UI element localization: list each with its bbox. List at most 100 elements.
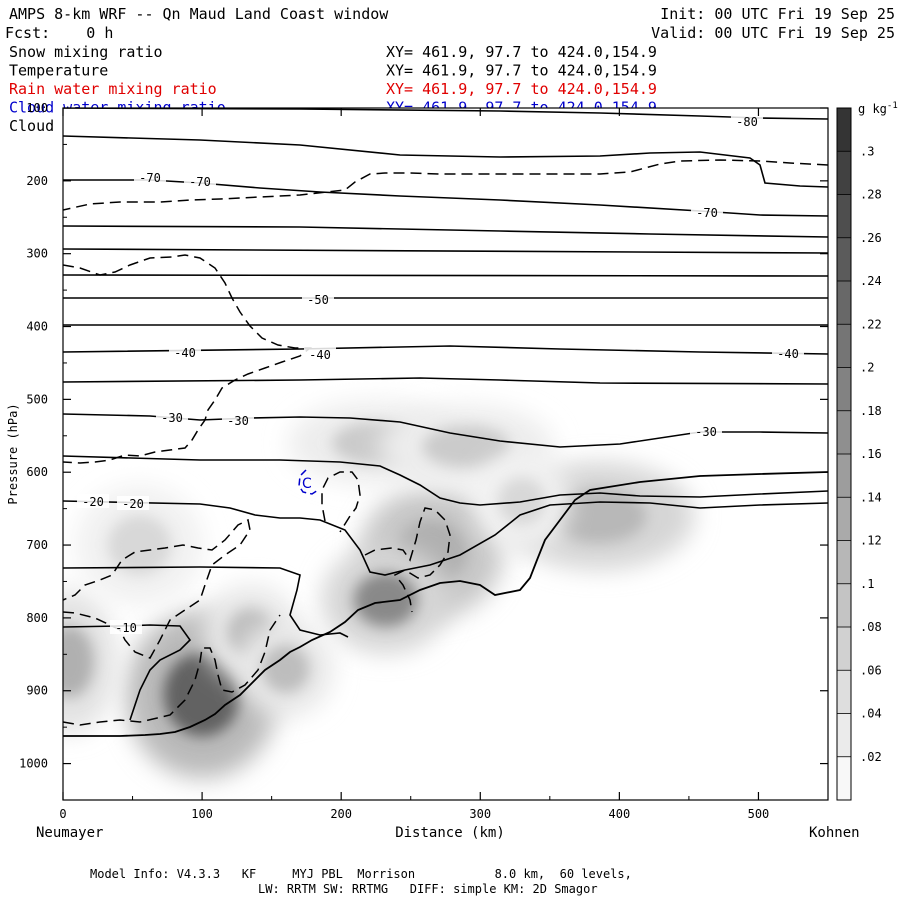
colorbar-tick-label: .2 — [860, 361, 874, 375]
forecast-hour: Fcst: 0 h — [5, 24, 113, 42]
snow-core — [353, 572, 418, 627]
colorbar-tick-label: .04 — [860, 707, 882, 721]
x-tick-label: 400 — [609, 807, 631, 821]
field-name: Snow mixing ratio — [9, 43, 163, 61]
y-tick-label: 400 — [26, 320, 48, 334]
temperature-contour-30a — [63, 413, 828, 448]
temperature-label: -30 — [161, 411, 183, 425]
temperature-contour-30b — [63, 455, 828, 506]
temperature-contour-20 — [63, 500, 828, 576]
field-name: Rain water mixing ratio — [9, 80, 217, 98]
colorbar: .02 .04 .06 .08 .1 .12 .14 .16 .18 .2 .22 .24 .26 .28… — [836, 107, 882, 801]
temperature-label-bg — [110, 620, 142, 634]
init-time: Init: 00 UTC Fri 19 Sep 25 — [660, 5, 895, 23]
colorbar-bin — [837, 756, 851, 800]
temperature-contour-80b — [63, 135, 828, 188]
colorbar-bin — [837, 194, 851, 238]
snow-shading — [63, 401, 695, 779]
field-section: XY= 461.9, 97.7 to 424.0,154.9 — [386, 62, 657, 80]
temperature-label: -80 — [736, 115, 758, 129]
y-tick-label: 200 — [26, 174, 48, 188]
colorbar-bin — [837, 324, 851, 368]
temperature-label-bg — [134, 170, 166, 184]
colorbar-unit-exponent: -1 — [887, 101, 898, 111]
temperature-label-bg — [222, 413, 254, 427]
temperature-label: -10 — [115, 621, 137, 635]
temperature-label: -20 — [122, 497, 144, 511]
temperature-label-bg — [690, 424, 722, 438]
temperature-label-bg — [772, 346, 804, 360]
figure-title: AMPS 8-km WRF -- Qn Maud Land Coast wind… — [9, 5, 389, 23]
temperature-label-bg — [691, 205, 723, 219]
model-physics: LW: RRTM SW: RRTMG DIFF: simple KM: 2D S… — [258, 882, 598, 896]
colorbar-tick-label: .14 — [860, 490, 882, 504]
temperature-label-bg — [77, 494, 109, 508]
x-axis-left-station: Neumayer — [36, 825, 103, 841]
cloud-ice-contour-right — [364, 507, 451, 613]
cloud-ice-contour-upper — [63, 159, 828, 211]
model-info: Model Info: V4.3.3 KF MYJ PBL Morrison 8… — [90, 867, 632, 881]
colorbar-bin — [837, 367, 851, 411]
cloud-ice-contours — [63, 159, 828, 726]
colorbar-bin — [837, 540, 851, 584]
colorbar-tick-label: .24 — [860, 274, 882, 288]
y-tick-label: 100 — [26, 101, 48, 115]
temperature-contour-70b — [63, 225, 828, 238]
temperature-label: -70 — [189, 175, 211, 189]
cloud-ice-contour-main — [63, 254, 313, 464]
cloud-ice-contour-lower — [63, 614, 281, 726]
colorbar-bin — [837, 410, 851, 454]
cloud-water-label: C — [302, 476, 312, 492]
colorbar-tick-label: .12 — [860, 534, 882, 548]
colorbar-bin — [837, 281, 851, 325]
y-tick-label: 500 — [26, 392, 48, 406]
y-tick-label: 1000 — [19, 757, 48, 771]
colorbar-unit: g kg-1 — [858, 101, 898, 116]
temperature-label: -40 — [174, 346, 196, 360]
temperature-label-bg — [117, 496, 149, 510]
snow-core — [107, 515, 172, 576]
y-tick-label: 900 — [26, 684, 48, 698]
y-tick-label: 300 — [26, 247, 48, 261]
colorbar-tick-label: .26 — [860, 231, 882, 245]
colorbar-tick-label: .22 — [860, 317, 882, 331]
colorbar-bin — [837, 627, 851, 671]
colorbar-unit-base: g kg — [858, 102, 887, 116]
snow-core — [422, 425, 511, 468]
colorbar-bin — [837, 237, 851, 281]
temperature-label: -70 — [696, 206, 718, 220]
temperature-label-bg — [304, 347, 336, 361]
colorbar-bin — [837, 583, 851, 627]
temperature-contour-40b — [63, 377, 828, 385]
colorbar-bin — [837, 670, 851, 714]
temperature-contour-10 — [63, 566, 349, 638]
colorbar-tick-label: .02 — [860, 750, 882, 764]
field-section: XY= 461.9, 97.7 to 424.0,154.9 — [386, 80, 657, 98]
temperature-contour-40a — [63, 345, 828, 355]
temperature-label: -70 — [139, 171, 161, 185]
x-tick-label: 100 — [191, 807, 213, 821]
cloud-water-contour — [298, 469, 319, 495]
x-axis-right-station: Kohnen — [809, 825, 860, 841]
plot-frame — [62, 107, 829, 801]
temperature-label: -30 — [227, 414, 249, 428]
colorbar-tick-label: .06 — [860, 663, 882, 677]
snow-core — [63, 625, 94, 698]
snow-core — [261, 644, 310, 693]
colorbar-bin — [837, 151, 851, 195]
y-tick-label: 700 — [26, 538, 48, 552]
temperature-label: -40 — [777, 347, 799, 361]
field-section: XY= 461.9, 97.7 to 424.0,154.9 — [386, 43, 657, 61]
y-tick-label: 600 — [26, 465, 48, 479]
x-tick-label: 500 — [748, 807, 770, 821]
x-axis-label: Distance (km) — [395, 825, 505, 841]
colorbar-tick-label: .3 — [860, 144, 874, 158]
x-tick-label: 0 — [59, 807, 66, 821]
snow-core — [163, 652, 241, 737]
colorbar-tick-label: .08 — [860, 620, 882, 634]
colorbar-tick-label: .18 — [860, 404, 882, 418]
x-tick-label: 200 — [330, 807, 352, 821]
x-axis: 0 100 200 300 400 500 — [59, 108, 829, 821]
temperature-label: -20 — [82, 495, 104, 509]
temperature-label: -40 — [309, 348, 331, 362]
